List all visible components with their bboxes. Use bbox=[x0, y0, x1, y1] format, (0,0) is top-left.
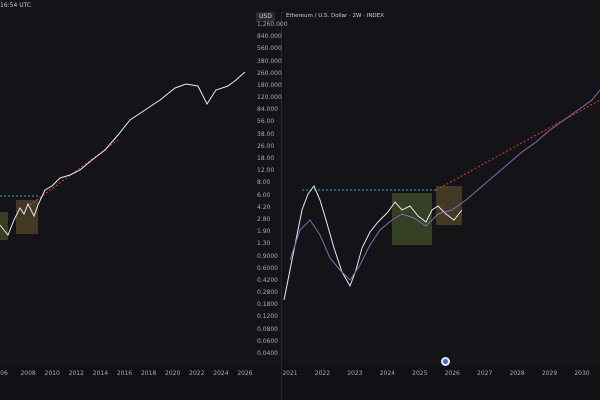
price-axis-label: 0.4200 bbox=[257, 276, 278, 284]
right-trendline bbox=[435, 99, 600, 191]
time-axis-label: 2026 bbox=[444, 370, 460, 377]
time-axis-label: 2008 bbox=[20, 370, 36, 377]
right-white-series-segment bbox=[387, 201, 463, 223]
time-axis-label: 2028 bbox=[509, 370, 525, 377]
right-purple-series bbox=[289, 89, 600, 281]
price-axis-label: 0.2800 bbox=[257, 289, 278, 297]
price-axis-label: 120.000 bbox=[257, 94, 282, 102]
price-axis-label: 0.1200 bbox=[257, 313, 278, 321]
pane-divider[interactable] bbox=[281, 12, 282, 400]
time-axis-label: 2027 bbox=[477, 370, 493, 377]
timestamp-label: 16:54 UTC bbox=[0, 2, 32, 9]
right-white-series bbox=[283, 185, 389, 301]
price-axis-label: 0.0600 bbox=[257, 337, 278, 345]
price-axis-label: 26.00 bbox=[257, 142, 275, 150]
price-axis-label: 260.000 bbox=[257, 69, 282, 77]
time-axis-label: 2010 bbox=[44, 370, 60, 377]
left-chart-pane[interactable] bbox=[0, 12, 253, 366]
time-axis-label: 2030 bbox=[574, 370, 590, 377]
price-axis-label: 180.000 bbox=[257, 81, 282, 89]
time-axis-label: 2029 bbox=[541, 370, 558, 377]
price-axis-label: 8.00 bbox=[257, 179, 271, 187]
left-box-green bbox=[0, 212, 8, 240]
time-axis-label: 2016 bbox=[116, 370, 133, 377]
price-axis-label: 0.6000 bbox=[257, 264, 278, 272]
time-axis-label: 2024 bbox=[379, 370, 395, 377]
price-axis-label: 4.20 bbox=[257, 203, 271, 211]
price-axis-label: 38.00 bbox=[257, 130, 275, 138]
right-chart-pane[interactable] bbox=[284, 12, 600, 366]
price-axis-label: 1,260.000 bbox=[257, 21, 288, 28]
price-axis[interactable] bbox=[253, 12, 281, 366]
price-axis-label: 0.9000 bbox=[257, 252, 278, 260]
price-axis-label: 84.000 bbox=[257, 106, 278, 114]
right-chart-title: Ethereum / U.S. Dollar · 2W · INDEX bbox=[286, 13, 384, 19]
currency-label[interactable]: USD bbox=[256, 12, 275, 22]
time-axis-label: 2020 bbox=[165, 370, 181, 377]
right-box-green bbox=[392, 193, 432, 245]
price-axis-label: 0.1800 bbox=[257, 301, 278, 309]
time-axis-label: 2022 bbox=[189, 370, 205, 377]
exchange-logo-icon[interactable] bbox=[441, 357, 450, 366]
price-axis-label: 18.00 bbox=[257, 155, 275, 163]
price-axis-label: 12.00 bbox=[257, 167, 275, 175]
time-axis-label: 2018 bbox=[140, 370, 157, 377]
price-axis-label: 6.00 bbox=[257, 191, 271, 199]
time-axis-label: 2021 bbox=[282, 370, 298, 377]
price-axis-label: 560.000 bbox=[257, 45, 282, 53]
price-axis-label: 840.000 bbox=[257, 33, 282, 41]
time-axis-label: 06 bbox=[0, 370, 8, 377]
price-axis-label: 0.0400 bbox=[257, 350, 278, 357]
price-axis-label: 2.80 bbox=[257, 215, 271, 223]
price-axis-label: 1.30 bbox=[257, 240, 271, 248]
time-axis-label: 2026 bbox=[237, 370, 253, 377]
time-axis-label: 2024 bbox=[213, 370, 229, 377]
price-axis-label: 380.000 bbox=[257, 57, 282, 65]
time-axis-label: 2014 bbox=[92, 370, 109, 377]
price-axis-label: 0.0800 bbox=[257, 325, 278, 333]
left-box-tan bbox=[16, 200, 38, 234]
time-axis-label: 2025 bbox=[412, 370, 428, 377]
price-axis-label: 1.90 bbox=[257, 228, 271, 236]
time-axis-label: 2022 bbox=[314, 370, 331, 377]
left-price-series bbox=[0, 71, 246, 236]
time-axis-label: 2023 bbox=[347, 370, 363, 377]
price-axis-label: 56.00 bbox=[257, 118, 275, 126]
time-axis-label: 2012 bbox=[68, 370, 84, 377]
